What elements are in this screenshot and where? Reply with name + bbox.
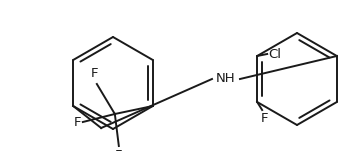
Text: F: F: [115, 149, 123, 151]
Text: F: F: [91, 67, 99, 80]
Text: F: F: [260, 112, 268, 125]
Text: Cl: Cl: [268, 48, 281, 61]
Text: NH: NH: [216, 72, 236, 85]
Text: F: F: [73, 116, 81, 129]
